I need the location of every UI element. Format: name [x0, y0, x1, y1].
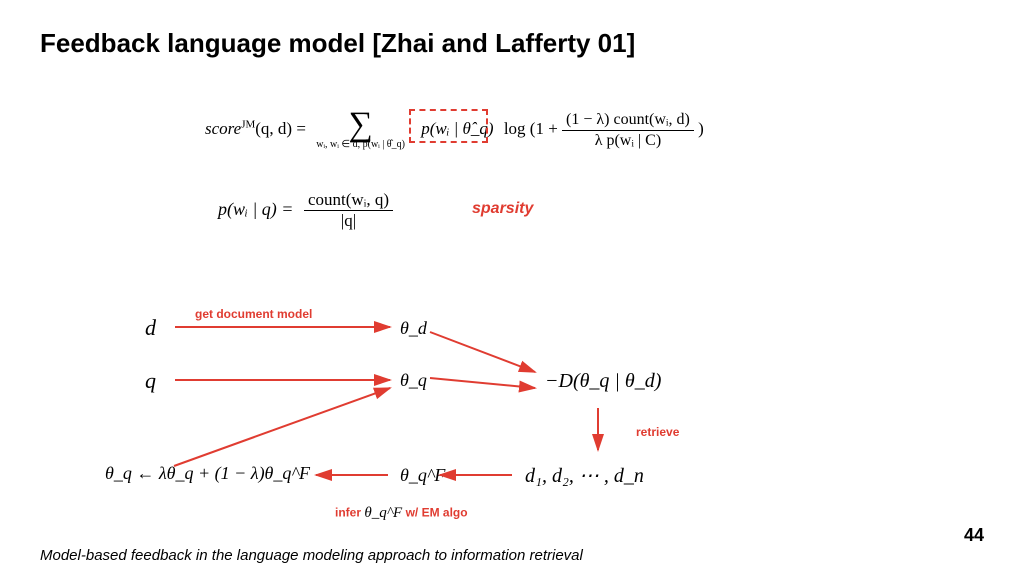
get-doc-model-label: get document model [195, 307, 312, 321]
sparsity-equation: p(wᵢ | q) = count(wᵢ, q) |q| [218, 190, 393, 232]
node-theta-d: θ_d [400, 318, 427, 339]
node-q: q [145, 368, 156, 394]
highlight-box [409, 109, 488, 143]
node-d: d [145, 315, 156, 341]
diagram-arrows [0, 0, 1024, 576]
node-neg-D: −D(θ_q | θ_d) [545, 370, 661, 393]
node-update: θ_q ← λθ_q + (1 − λ)θ_q^F [105, 463, 310, 484]
infer-label: infer θ_q^F w/ EM algo [335, 505, 468, 522]
sparsity-label: sparsity [472, 200, 533, 218]
node-theta-q: θ_q [400, 370, 427, 391]
node-docs: d₁, d₂, ⋯ , d_n [525, 463, 644, 488]
slide-title: Feedback language model [Zhai and Laffer… [40, 28, 635, 59]
node-theta-qF: θ_q^F [400, 465, 445, 486]
footnote: Model-based feedback in the language mod… [40, 547, 583, 564]
retrieve-label: retrieve [636, 425, 679, 439]
page-number: 44 [964, 525, 984, 546]
